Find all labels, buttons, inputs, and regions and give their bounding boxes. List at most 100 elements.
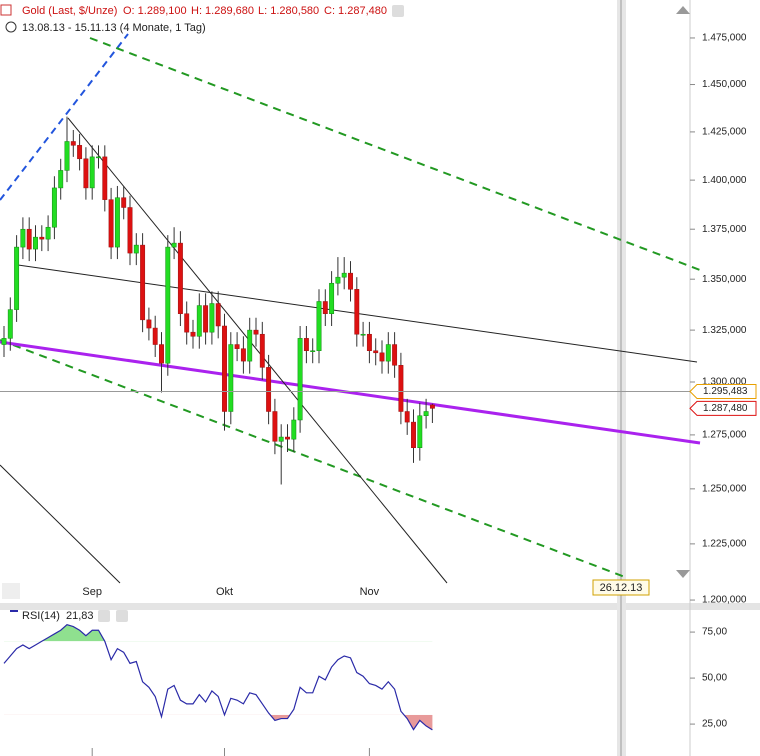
candle-body xyxy=(234,344,240,349)
candle-body xyxy=(159,344,164,364)
candle-body xyxy=(417,415,423,448)
candle-body xyxy=(177,242,183,314)
trendline xyxy=(0,464,121,584)
y-tick-label: 1.300,000 xyxy=(702,377,747,388)
candle-body xyxy=(121,197,127,208)
y-tick-label: 1.375,000 xyxy=(702,224,747,235)
y-tick-label: 75,00 xyxy=(702,627,727,638)
candle-body xyxy=(77,145,83,160)
candle-body xyxy=(366,333,372,351)
candle-body xyxy=(171,242,177,248)
candle-body xyxy=(20,228,26,248)
rsi-settings[interactable] xyxy=(98,610,110,622)
rsi-close[interactable] xyxy=(116,610,128,622)
candle-body xyxy=(335,276,341,284)
candle-body xyxy=(385,344,391,362)
candle-body xyxy=(196,305,202,337)
candle-body xyxy=(240,348,246,362)
x-tick-label: Sep xyxy=(82,586,102,598)
candle-body xyxy=(392,344,398,366)
candle-body xyxy=(209,303,215,333)
candle-body xyxy=(114,197,120,248)
trendline xyxy=(89,37,701,271)
candle-body xyxy=(45,226,51,240)
candle-body xyxy=(102,156,108,200)
candle-body xyxy=(266,367,272,412)
ohlc-open: O: 1.289,100 xyxy=(123,5,187,17)
candle-body xyxy=(272,411,278,442)
candle-body xyxy=(33,236,38,250)
y-tick-label: 1.475,000 xyxy=(702,33,747,44)
candle-body xyxy=(398,365,404,412)
y-tick-label: 50,00 xyxy=(702,673,727,684)
candle-body xyxy=(423,411,429,416)
candle-body xyxy=(70,141,76,146)
candle-body xyxy=(152,327,158,345)
trendline xyxy=(0,33,129,201)
candle-body xyxy=(348,272,353,290)
y-tick-label: 1.275,000 xyxy=(702,430,747,441)
candle-body xyxy=(108,199,114,248)
scroll-up[interactable] xyxy=(676,6,690,14)
candle-body xyxy=(247,329,253,362)
candle-body xyxy=(259,333,265,368)
candle-body xyxy=(165,246,171,364)
candle-icon[interactable] xyxy=(0,4,12,16)
ohlc-low: L: 1.280,580 xyxy=(258,5,319,17)
zoom-button[interactable] xyxy=(2,583,20,599)
candle-body xyxy=(411,421,416,448)
trendline xyxy=(67,117,448,584)
candle-body xyxy=(297,338,303,421)
candle-body xyxy=(26,228,32,250)
x-tick-label: Okt xyxy=(216,586,233,598)
candle-body xyxy=(146,319,152,329)
candle-body xyxy=(429,404,435,409)
ohlc-close: C: 1.287,480 xyxy=(324,5,387,17)
candle-body xyxy=(222,325,227,412)
candle-body xyxy=(329,282,335,314)
candle-body xyxy=(291,419,297,440)
candle-body xyxy=(127,207,133,254)
settings-button[interactable] xyxy=(392,5,404,17)
candle-body xyxy=(89,156,95,189)
instrument-title: Gold (Last, $/Unze) xyxy=(22,5,117,17)
candle-body xyxy=(253,329,259,335)
price-marker-label: 1.287,480 xyxy=(703,403,748,414)
candle-body xyxy=(303,338,309,351)
y-tick-label: 1.350,000 xyxy=(702,274,747,285)
clock-icon xyxy=(5,21,17,33)
candle-body xyxy=(7,309,13,339)
candle-body xyxy=(140,244,146,321)
candle-body xyxy=(322,301,328,314)
candle-body xyxy=(58,170,64,189)
x-tick-label: Nov xyxy=(360,586,380,598)
y-tick-label: 1.250,000 xyxy=(702,483,747,494)
candle-body xyxy=(190,331,196,337)
price-marker xyxy=(689,400,757,416)
rsi-line xyxy=(3,624,433,731)
candle-body xyxy=(1,338,7,345)
y-tick-label: 1.325,000 xyxy=(702,325,747,336)
candle-body xyxy=(373,350,379,354)
candle-body xyxy=(316,301,322,351)
candle-body xyxy=(360,333,366,336)
rsi-value: 21,83 xyxy=(66,610,94,622)
candle-body xyxy=(341,272,347,278)
y-tick-label: 1.450,000 xyxy=(702,79,747,90)
y-tick-label: 1.425,000 xyxy=(702,127,747,138)
rsi-name: RSI(14) xyxy=(22,610,60,622)
y-tick-label: 25,00 xyxy=(702,719,727,730)
trendline xyxy=(0,340,701,445)
candle-body xyxy=(404,411,410,423)
panel-separator xyxy=(0,603,760,610)
overbought-area xyxy=(41,624,105,642)
y-tick-label: 1.400,000 xyxy=(702,175,747,186)
y-tick-label: 1.225,000 xyxy=(702,539,747,550)
price-marker xyxy=(689,383,757,399)
date-marker-label: 26.12.13 xyxy=(600,582,643,594)
date-marker xyxy=(592,579,650,596)
scroll-down[interactable] xyxy=(676,570,690,578)
ohlc-high: H: 1.289,680 xyxy=(191,5,254,17)
candle-body xyxy=(14,246,20,310)
